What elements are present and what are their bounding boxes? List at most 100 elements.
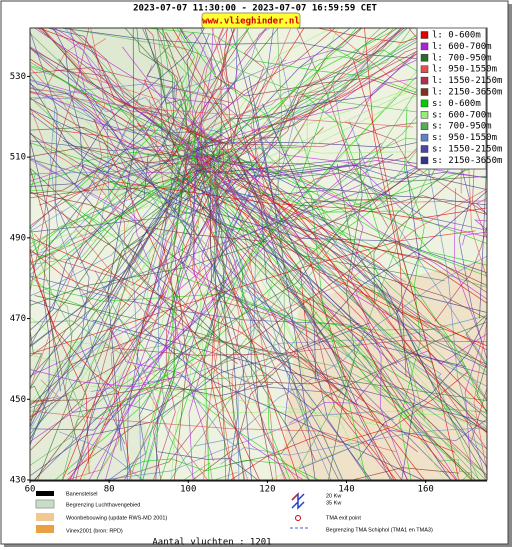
flight-track: [30, 322, 371, 477]
flight-track: [145, 28, 209, 157]
flight-track: [30, 144, 213, 187]
x-tick-label: 120: [259, 485, 275, 495]
flight-track: [64, 28, 421, 113]
legend-swatch: [420, 88, 429, 96]
flight-track: [30, 375, 347, 402]
flight-track: [211, 298, 487, 431]
flight-track: [349, 120, 487, 365]
flight-track: [126, 151, 189, 480]
flight-track: [193, 180, 487, 476]
flight-track: [211, 163, 458, 480]
flight-track: [111, 322, 360, 480]
flight-track: [220, 28, 402, 161]
flight-track: [206, 173, 310, 480]
flight-track: [172, 28, 398, 365]
flight-track: [193, 28, 214, 275]
key-label: Begrenzing TMA Schiphol (TMA1 en TMA3): [326, 527, 433, 533]
flight-track: [230, 28, 305, 152]
flight-track: [30, 137, 230, 357]
flight-track: [102, 410, 378, 480]
flight-track: [234, 152, 370, 480]
key-label: Vinex2001 (bron: RPD): [66, 528, 123, 534]
flight-track: [30, 247, 132, 475]
period: 2023-07-07 11:30:00 - 2023-07-07 16:59:5…: [133, 4, 377, 14]
flight-track: [30, 168, 206, 199]
flight-track: [330, 167, 408, 480]
flight-track: [193, 28, 336, 143]
x-tick-label: 160: [418, 485, 434, 495]
flight-track: [160, 75, 336, 480]
flight-track: [30, 63, 261, 319]
flight-track: [262, 103, 487, 468]
flight-track: [30, 61, 214, 144]
flight-track: [298, 418, 487, 470]
flight-track: [243, 134, 487, 412]
map: [29, 27, 488, 481]
legend-label: s: 1550-2150m: [432, 145, 502, 155]
flight-track: [40, 28, 250, 251]
flight-track: [30, 108, 466, 367]
flight-track: [108, 259, 238, 480]
flight-track: [124, 28, 180, 151]
flight-track: [364, 28, 407, 377]
y-tick-label: 450: [10, 395, 26, 405]
flight-track: [183, 141, 291, 480]
flight-track: [192, 164, 474, 480]
flight-track: [142, 154, 180, 480]
legend-swatch: [420, 122, 429, 130]
flight-track: [128, 176, 193, 480]
flight-track: [30, 90, 168, 152]
flight-track: [221, 178, 487, 428]
flight-track: [139, 154, 193, 480]
runway-swatch: [36, 491, 54, 496]
legend-label: l: 1550-2150m: [432, 76, 502, 86]
flight-track: [170, 28, 399, 151]
flight-track: [175, 177, 487, 347]
flight-track: [416, 358, 487, 441]
flight-track: [30, 147, 202, 166]
flight-track: [30, 174, 218, 441]
flight-track: [285, 467, 460, 480]
flight-track: [105, 173, 229, 480]
flight-track: [202, 28, 362, 185]
flight-track: [30, 238, 142, 428]
flight-track: [106, 119, 142, 480]
flight-track: [30, 108, 205, 162]
flight-track: [30, 167, 83, 463]
flight-track: [30, 88, 225, 161]
flight-track: [148, 99, 286, 480]
site-badge[interactable]: [201, 12, 301, 29]
flight-track: [34, 295, 487, 402]
flight-track: [30, 399, 44, 418]
flight-track: [275, 195, 487, 351]
flight-track: [215, 130, 487, 300]
flight-track: [69, 28, 214, 462]
flight-track: [216, 28, 402, 188]
flight-track: [30, 172, 174, 414]
flight-track: [30, 233, 86, 422]
flight-track: [30, 79, 220, 144]
flight-track: [67, 149, 487, 475]
site-link[interactable]: www.vlieghinder.nl: [202, 16, 300, 27]
flight-track: [235, 155, 487, 231]
flight-track: [145, 28, 476, 94]
key: Banenstelsel Begrenzing Luchthavengebied…: [35, 491, 433, 534]
flight-track: [216, 135, 487, 450]
key-label: 35 Kw: [326, 500, 341, 506]
airport-swatch: [35, 499, 55, 509]
flight-track: [30, 140, 193, 435]
x-tick-label: 140: [338, 485, 354, 495]
flight-track: [30, 379, 59, 422]
legend-swatch: [420, 133, 429, 142]
flight-track: [222, 28, 412, 164]
key-label: Woonbebouwing (update RWS-MD 2001): [66, 515, 167, 521]
vinex-swatch: [36, 525, 54, 533]
flight-track: [144, 28, 181, 171]
flight-track: [58, 431, 211, 480]
flight-track: [30, 156, 225, 431]
legend-label: l: 0-600m: [432, 31, 481, 41]
flight-track: [30, 160, 205, 282]
flight-track: [34, 290, 167, 480]
legend-label: s: 950-1550m: [432, 133, 497, 143]
